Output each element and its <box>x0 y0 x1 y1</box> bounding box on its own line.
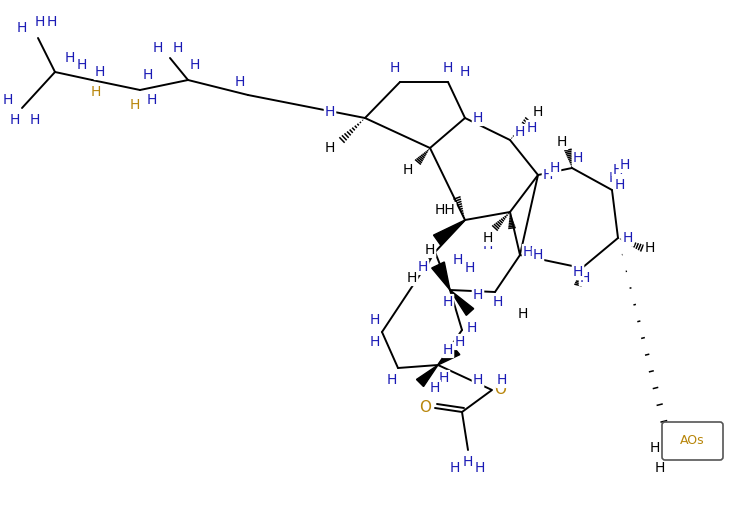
Text: H: H <box>623 231 633 245</box>
Text: H: H <box>147 93 157 107</box>
Text: H: H <box>430 381 440 395</box>
Text: H: H <box>463 455 473 469</box>
Text: H: H <box>387 373 397 387</box>
Text: H: H <box>527 121 537 135</box>
Text: H: H <box>533 105 543 119</box>
Polygon shape <box>432 262 450 290</box>
Text: O: O <box>494 382 506 397</box>
Text: H: H <box>455 335 465 349</box>
Text: H: H <box>475 461 485 475</box>
Text: H: H <box>91 85 101 99</box>
Polygon shape <box>433 220 465 245</box>
Text: H: H <box>650 441 661 455</box>
Text: H: H <box>443 295 453 309</box>
Text: H: H <box>418 260 428 274</box>
Text: H: H <box>35 15 45 29</box>
Text: H: H <box>17 21 27 35</box>
Text: H: H <box>473 288 483 302</box>
Polygon shape <box>416 365 438 387</box>
Text: H: H <box>483 231 493 245</box>
Text: H: H <box>573 265 583 279</box>
Text: H: H <box>190 58 200 72</box>
Text: H: H <box>30 113 40 127</box>
Polygon shape <box>450 290 474 315</box>
Text: H: H <box>573 151 583 165</box>
Text: H: H <box>46 15 57 29</box>
Text: H: H <box>453 253 463 267</box>
Text: H: H <box>460 65 470 79</box>
Text: H: H <box>515 125 525 139</box>
Text: H: H <box>580 271 590 285</box>
Text: O: O <box>419 400 431 415</box>
Polygon shape <box>438 345 460 365</box>
Text: H: H <box>3 93 13 107</box>
Text: AOs: AOs <box>680 434 705 448</box>
Text: H: H <box>473 111 483 125</box>
FancyBboxPatch shape <box>662 422 723 460</box>
Text: H: H <box>493 295 503 309</box>
Text: H: H <box>450 461 461 475</box>
Text: H: H <box>10 113 20 127</box>
Text: H: H <box>325 105 335 119</box>
Text: H: H <box>77 58 87 72</box>
Text: HH: HH <box>435 203 455 217</box>
Text: H: H <box>620 158 630 172</box>
Text: H: H <box>370 313 380 327</box>
Text: H: H <box>325 141 335 155</box>
Text: H: H <box>143 68 154 82</box>
Text: H: H <box>443 343 453 357</box>
Text: H: H <box>390 61 400 75</box>
Text: H: H <box>483 238 493 252</box>
Text: H: H <box>443 61 453 75</box>
Text: H: H <box>465 261 475 275</box>
Text: H: H <box>613 163 623 177</box>
Text: H: H <box>550 161 560 175</box>
Text: H: H <box>439 371 449 385</box>
Text: H: H <box>615 178 625 192</box>
Text: H: H <box>173 41 183 55</box>
Text: H: H <box>473 373 483 387</box>
Text: H: H <box>533 248 543 262</box>
Text: H: H <box>403 163 413 177</box>
Text: H: H <box>407 271 417 285</box>
Text: H: H <box>609 171 619 185</box>
Text: H: H <box>425 243 435 257</box>
Text: H: H <box>543 168 554 182</box>
Text: H: H <box>153 41 163 55</box>
Text: H: H <box>518 307 528 321</box>
Text: H: H <box>556 135 568 149</box>
Text: H: H <box>94 65 106 79</box>
Text: H: H <box>655 461 665 475</box>
Text: H: H <box>645 241 655 255</box>
Text: H: H <box>523 245 533 259</box>
Text: H: H <box>65 51 75 65</box>
Text: H: H <box>467 321 477 335</box>
Text: H: H <box>497 373 507 387</box>
Text: H: H <box>130 98 140 112</box>
Text: H: H <box>235 75 245 89</box>
Text: H: H <box>370 335 380 349</box>
